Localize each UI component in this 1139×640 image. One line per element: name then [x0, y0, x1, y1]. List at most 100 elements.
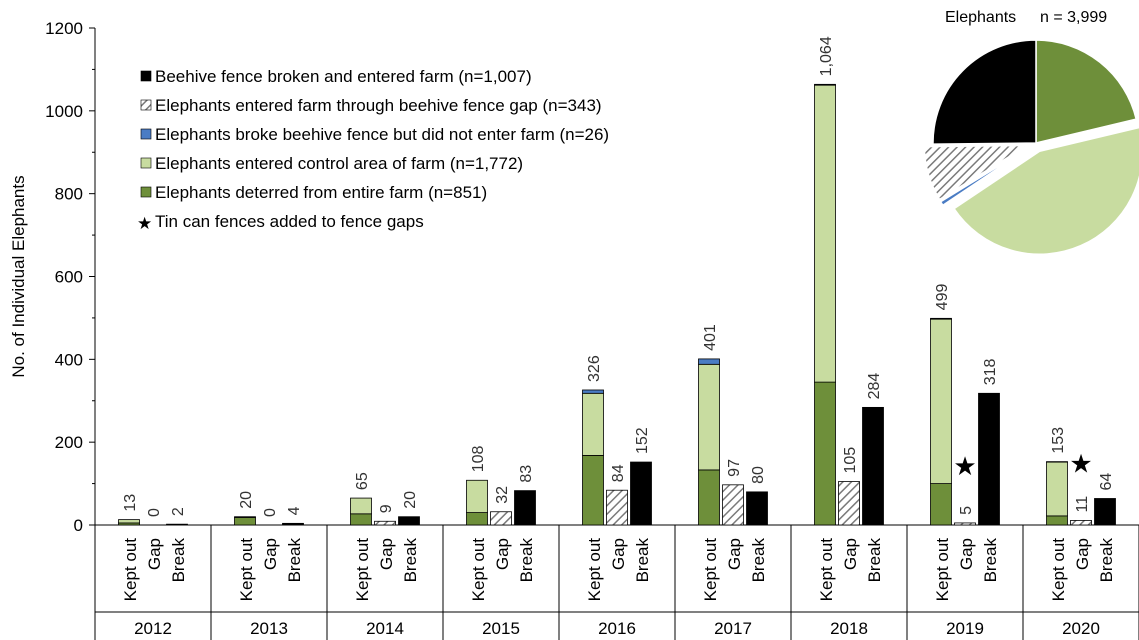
bar-type-label: Gap	[261, 538, 280, 570]
bar-value-label: 84	[610, 464, 627, 482]
bar-value-label: 326	[586, 355, 603, 382]
bar-segment-2016-0-deterred	[582, 455, 604, 526]
bar-value-label: 97	[726, 459, 743, 477]
bar-segment-2019-1-gap	[954, 522, 976, 526]
bar-value-label: 83	[518, 465, 535, 483]
bar-type-label: Gap	[725, 538, 744, 570]
legend: Beehive fence broken and entered farm (n…	[137, 67, 609, 233]
bar-segment-2016-2-broken	[630, 461, 652, 526]
bar-segment-2019-2-broken	[978, 392, 1000, 526]
bar-segment-2017-0-deterred	[698, 469, 720, 526]
y-axis-title: No. of Individual Elephants	[9, 175, 28, 377]
bar-type-label: Kept out	[701, 538, 720, 602]
bar-type-label: Gap	[1073, 538, 1092, 570]
bar-segment-2017-0-control	[698, 363, 720, 471]
bar-type-label: Kept out	[933, 538, 952, 602]
year-label-2013: 2013	[250, 619, 288, 638]
bar-segment-2017-2-broken	[746, 491, 768, 526]
bar-segment-2018-0-deterred	[814, 381, 836, 526]
bar-value-label: 499	[934, 284, 951, 311]
bar-type-label: Gap	[145, 538, 164, 570]
legend-swatch-gap	[140, 99, 152, 111]
legend-label-gap: Elephants entered farm through beehive f…	[155, 96, 602, 115]
bar-value-label: 32	[494, 486, 511, 504]
y-tick-label: 0	[74, 516, 83, 535]
bar-value-label: 9	[378, 504, 395, 513]
bar-type-label: Gap	[957, 538, 976, 570]
bar-type-label: Break	[1097, 538, 1116, 583]
year-label-2019: 2019	[946, 619, 984, 638]
bar-segment-2014-0-control	[350, 497, 372, 515]
legend-swatch-broken	[140, 70, 152, 82]
bar-type-label: Break	[285, 538, 304, 583]
bar-segment-2016-0-control	[582, 392, 604, 456]
bar-value-label: 0	[146, 508, 163, 517]
bar-segment-2020-0-control	[1046, 461, 1068, 517]
bar-value-label: 20	[402, 491, 419, 509]
legend-star-icon: ★	[137, 214, 152, 233]
bar-type-label: Kept out	[585, 538, 604, 602]
tin-can-star-icon: ★	[953, 451, 976, 481]
year-label-2018: 2018	[830, 619, 868, 638]
bar-segment-2020-0-deterred	[1046, 515, 1068, 526]
bar-type-label: Kept out	[1049, 538, 1068, 602]
year-label-2020: 2020	[1062, 619, 1100, 638]
bar-value-label: 318	[982, 358, 999, 385]
y-tick-label: 1000	[45, 102, 83, 121]
bar-value-label: 4	[286, 506, 303, 515]
bar-segment-2013-2-broken	[282, 522, 304, 526]
bar-segment-2014-0-deterred	[350, 513, 372, 526]
bar-type-label: Break	[169, 538, 188, 583]
bar-type-label: Kept out	[353, 538, 372, 602]
bar-value-label: 108	[470, 445, 487, 472]
bar-segment-2018-2-broken	[862, 406, 884, 526]
bar-segment-2012-2-broken	[166, 523, 188, 526]
bar-value-label: 2	[170, 507, 187, 516]
bar-segment-2020-1-gap	[1070, 520, 1092, 526]
bar-value-label: 1,064	[818, 36, 835, 76]
bar-segment-2012-0-control	[118, 519, 140, 524]
y-tick-label: 400	[55, 350, 83, 369]
tin-can-star-icon: ★	[1069, 448, 1092, 478]
legend-swatch-deterred	[140, 186, 152, 198]
bar-segment-2015-0-deterred	[466, 512, 488, 526]
bar-type-label: Gap	[609, 538, 628, 570]
legend-swatch-broke_not_entered	[140, 128, 152, 140]
year-label-2015: 2015	[482, 619, 520, 638]
y-tick-label: 1200	[45, 19, 83, 38]
bar-type-label: Break	[401, 538, 420, 583]
pie-chart: Elephants n = 3,999	[923, 9, 1139, 256]
bar-segment-2017-0-broke_not_entered	[698, 358, 720, 365]
bar-type-label: Gap	[841, 538, 860, 570]
bar-type-label: Kept out	[237, 538, 256, 602]
bar-segment-2018-1-gap	[838, 481, 860, 526]
bar-segment-2016-0-broke_not_entered	[582, 389, 604, 394]
bar-segment-2020-0-broke_not_entered	[1046, 461, 1068, 463]
bar-type-label: Break	[749, 538, 768, 583]
bar-segment-2018-0-control	[814, 84, 836, 383]
bar-segment-2015-1-gap	[490, 511, 512, 526]
bar-type-label: Gap	[377, 538, 396, 570]
year-label-2012: 2012	[134, 619, 172, 638]
bar-value-label: 153	[1050, 427, 1067, 454]
y-tick-label: 200	[55, 433, 83, 452]
bar-value-label: 13	[122, 494, 139, 512]
bar-value-label: 105	[842, 447, 859, 474]
bar-segment-2019-0-deterred	[930, 483, 952, 526]
year-label-2014: 2014	[366, 619, 404, 638]
pie-slice-deterred	[1035, 39, 1138, 144]
bar-value-label: 20	[238, 491, 255, 509]
data-labels-layer: Kept out 13 Gap 0 Break 2 Kept out 20 Gap 0 Break 4…	[121, 36, 1116, 601]
pie-title: Elephants	[945, 9, 1016, 26]
bar-segment-2017-1-gap	[722, 484, 744, 526]
pie-slice-gap	[923, 144, 1031, 201]
legend-label-control: Elephants entered control area of farm (…	[155, 154, 523, 173]
year-label-2017: 2017	[714, 619, 752, 638]
bar-value-label: 5	[958, 506, 975, 515]
legend-label-tin-can: Tin can fences added to fence gaps	[155, 212, 424, 231]
bar-value-label: 152	[634, 427, 651, 454]
bar-segment-2013-0-control	[234, 516, 256, 518]
legend-label-broken: Beehive fence broken and entered farm (n…	[155, 67, 532, 86]
